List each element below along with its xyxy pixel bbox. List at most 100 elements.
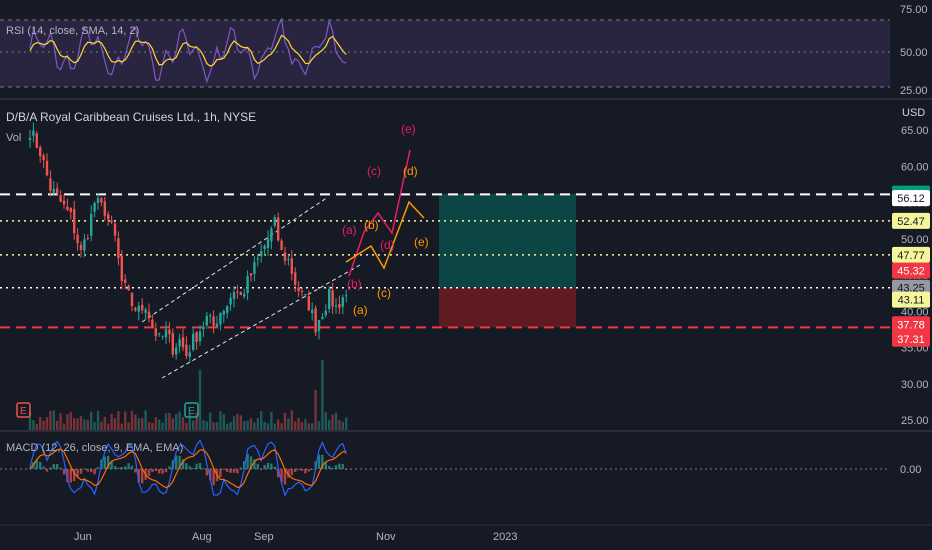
earnings-marker-2[interactable]: E	[184, 402, 199, 418]
macd-title[interactable]: MACD (12, 26, close, 9, EMA, EMA)	[6, 442, 183, 454]
macd-line	[29, 439, 347, 497]
profit-zone[interactable]	[439, 193, 576, 288]
candle-body	[144, 309, 147, 313]
volume-bar	[294, 421, 297, 430]
volume-bar	[270, 411, 273, 430]
volume-bar	[321, 360, 324, 430]
price-label-text-7: 37.78	[897, 319, 925, 331]
wave-label-orange-a: (a)	[353, 303, 368, 317]
volume-bar	[35, 423, 38, 430]
candle-body	[69, 207, 72, 212]
candle-body	[113, 223, 117, 236]
volume-bars	[28, 360, 348, 430]
candle-body	[192, 333, 195, 350]
volume-bar	[263, 421, 266, 430]
candle-body	[137, 305, 140, 312]
candle-body	[219, 312, 222, 325]
volume-bar	[100, 421, 103, 430]
volume-bar	[185, 422, 188, 430]
rsi-line	[29, 16, 347, 84]
symbol-title[interactable]: D/B/A Royal Caribbean Cruises Ltd., 1h, …	[6, 110, 256, 124]
candle-body	[287, 259, 290, 261]
volume-bar	[134, 414, 137, 430]
candle-body	[256, 258, 259, 260]
time-axis[interactable]: Jun Aug Sep Nov 2023	[0, 524, 932, 543]
long-position-box[interactable]	[439, 193, 576, 328]
volume-bar	[66, 414, 69, 430]
volume-bar	[287, 418, 290, 430]
candle-body	[120, 255, 123, 282]
price-label-text-1: 56.12	[897, 193, 925, 205]
macd-histogram-bar	[96, 467, 100, 469]
rsi-tick-25: 25.00	[900, 85, 928, 97]
candle-body	[314, 308, 317, 333]
elliott-wave-projections[interactable]: (e) (c) (a) (d) (b) (d) (b) (e) (c) (a)	[342, 122, 429, 317]
macd-histogram-bar	[236, 469, 239, 474]
candle-body	[76, 234, 79, 244]
macd-histogram-bar	[246, 453, 249, 469]
candle-body	[181, 337, 185, 348]
earnings-icon[interactable]	[184, 402, 199, 418]
earnings-markers[interactable]: E E	[16, 402, 199, 418]
macd-histogram-bar	[321, 454, 324, 469]
rsi-tick-75: 75.00	[900, 4, 928, 16]
candle-body	[294, 272, 297, 285]
candle-body	[195, 331, 198, 342]
volume-bar	[130, 410, 134, 430]
macd-histogram-bar	[134, 469, 137, 473]
volume-bar	[107, 423, 110, 430]
macd-histogram-bar	[42, 466, 45, 469]
wave-path-pink[interactable]	[348, 149, 411, 277]
candle-body	[260, 251, 263, 257]
volume-bar	[307, 423, 310, 430]
channel-upper-line[interactable]	[141, 196, 329, 323]
wave-label-pink-e: (e)	[401, 122, 416, 136]
wave-label-orange-d: (d)	[403, 164, 418, 178]
volume-bar	[137, 418, 140, 430]
channel-lower-line[interactable]	[161, 264, 361, 379]
candle-body	[239, 292, 242, 295]
rsi-title[interactable]: RSI (14, close, SMA, 14, 2)	[6, 25, 139, 37]
volume-bar	[144, 410, 147, 430]
candle-body	[39, 147, 42, 157]
earnings-icon[interactable]	[16, 402, 31, 418]
volume-bar	[69, 411, 72, 430]
volume-bar	[243, 420, 246, 430]
volume-bar	[164, 413, 168, 430]
volume-bar	[127, 422, 130, 430]
price-label-badge-6	[892, 291, 930, 308]
candle-body	[236, 291, 239, 293]
volume-bar	[198, 370, 202, 430]
macd-histogram-bar	[304, 469, 307, 474]
volume-bar	[239, 415, 242, 430]
candle-body	[52, 188, 55, 194]
price-label-text-4: 45.32	[897, 266, 925, 278]
candle-body	[28, 137, 32, 141]
macd-histogram-bar	[28, 468, 32, 470]
candle-body	[42, 155, 45, 161]
candle-body	[79, 244, 83, 250]
volume-bar	[93, 422, 96, 430]
macd-histogram-bar	[209, 469, 212, 481]
loss-zone[interactable]	[439, 287, 576, 328]
wave-path-orange[interactable]	[345, 200, 425, 270]
volume-bar	[117, 411, 120, 430]
volume-label: Vol	[6, 132, 21, 144]
price-tick-1: 60.00	[901, 161, 929, 173]
volume-bar	[90, 411, 93, 430]
macd-histogram-bar	[90, 469, 93, 473]
candle-body	[151, 319, 154, 327]
macd-histogram-bar	[137, 469, 140, 483]
candle-body	[134, 307, 137, 311]
macd-histogram-bar	[290, 469, 293, 476]
volume-bar	[161, 422, 164, 430]
volume-bar	[277, 419, 280, 430]
candle-body	[188, 352, 191, 357]
macd-histogram-bar	[311, 469, 314, 470]
volume-bar	[154, 417, 157, 430]
trend-channel[interactable]	[141, 196, 361, 379]
volume-bar	[147, 422, 151, 430]
earnings-marker-1[interactable]: E	[16, 402, 31, 418]
